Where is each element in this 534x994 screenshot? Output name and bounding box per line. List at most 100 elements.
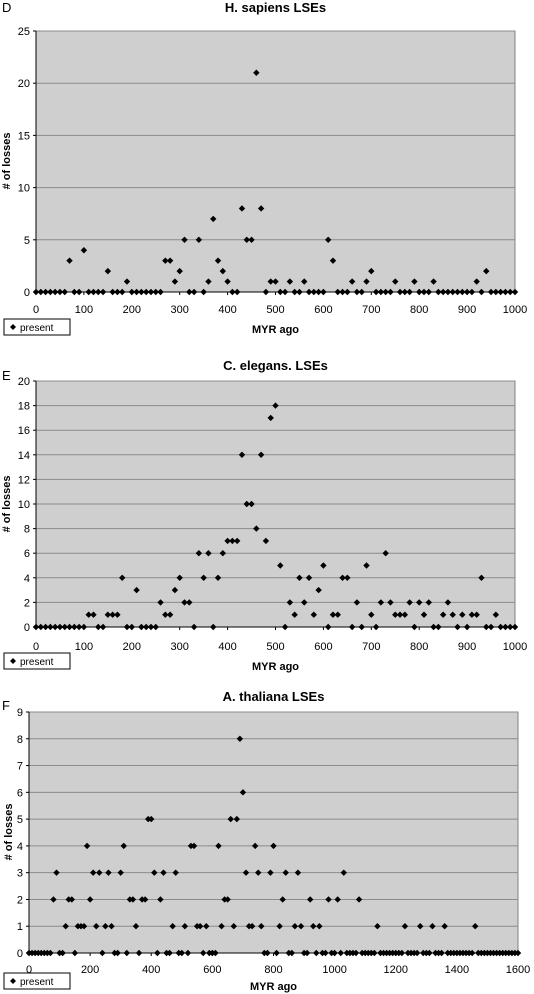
data-point (80, 923, 88, 930)
data-point (239, 789, 247, 796)
data-point (325, 896, 332, 903)
data-point (99, 949, 106, 957)
data-point (205, 550, 212, 557)
y-tick-label: 4 (17, 841, 23, 853)
data-point (214, 257, 222, 264)
data-point (219, 267, 227, 275)
data-point (119, 288, 126, 296)
data-point (406, 599, 413, 606)
data-point (429, 923, 436, 930)
data-point (224, 278, 231, 285)
data-point (270, 842, 277, 850)
data-point (297, 923, 305, 930)
data-point (267, 278, 274, 285)
data-point (473, 611, 480, 618)
data-point (411, 623, 418, 631)
data-point (123, 278, 131, 285)
data-point (238, 205, 246, 212)
data-point (324, 236, 332, 243)
data-point (251, 842, 259, 850)
data-point (138, 623, 145, 631)
data-point (255, 869, 262, 876)
data-point (454, 623, 461, 631)
data-point (102, 923, 109, 930)
data-point (468, 288, 476, 296)
data-point (281, 623, 289, 631)
data-point (277, 288, 284, 296)
data-point (257, 451, 265, 458)
data-point (353, 599, 361, 606)
y-tick-label: 5 (17, 814, 23, 826)
data-point (253, 525, 260, 532)
data-point (218, 923, 225, 930)
data-point (358, 288, 365, 296)
y-tick-label: 5 (24, 235, 30, 247)
data-point (459, 611, 466, 618)
data-point (468, 949, 476, 957)
data-point (203, 923, 210, 930)
data-point (507, 623, 514, 631)
data-point (184, 949, 192, 957)
data-point (315, 586, 322, 594)
x-tick-label: 600 (203, 964, 221, 976)
data-point (59, 949, 66, 957)
data-point (142, 288, 150, 296)
data-point (398, 949, 406, 957)
data-point (132, 923, 140, 930)
data-point (430, 623, 437, 631)
data-point (62, 923, 69, 930)
data-point (258, 923, 265, 930)
data-point (32, 288, 40, 296)
data-point (401, 288, 409, 296)
chart-title: A. thaliana LSEs (223, 689, 325, 704)
y-tick-label: 0 (24, 287, 30, 299)
x-tick-label: 1600 (506, 964, 530, 976)
data-point (47, 623, 54, 631)
chart-panel-f: 0 1 2 3 4 5 6 7 8 9 0 200 400 600 800 1000 1200 1400 1600 A… (2, 689, 530, 993)
y-tick-label: 20 (18, 78, 30, 90)
data-point (89, 869, 97, 876)
data-point (248, 236, 255, 243)
data-point (353, 288, 361, 296)
data-point (238, 451, 246, 458)
data-point (324, 623, 332, 631)
x-axis-label: MYR ago (252, 324, 299, 336)
data-point (104, 267, 112, 275)
data-point (162, 611, 169, 618)
data-point (99, 288, 107, 296)
data-point (320, 288, 327, 296)
y-tick-label: 12 (18, 474, 30, 486)
data-point (108, 923, 115, 930)
data-point (157, 896, 164, 903)
x-tick-label: 800 (410, 641, 428, 653)
y-tick-label: 9 (17, 707, 23, 719)
data-point (75, 288, 83, 296)
data-point (141, 896, 149, 903)
data-point (205, 278, 212, 285)
data-point (190, 842, 198, 850)
panel-letter: E (2, 368, 11, 383)
data-point (229, 288, 236, 296)
data-point (129, 896, 137, 903)
data-point (224, 896, 231, 903)
data-point (128, 623, 135, 631)
data-point (306, 896, 314, 903)
data-point (152, 623, 159, 631)
x-tick-label: 300 (171, 304, 189, 316)
data-point (166, 257, 174, 264)
data-point (162, 257, 169, 264)
data-point (61, 623, 68, 631)
data-point (483, 623, 490, 631)
data-point (242, 869, 250, 876)
data-point (42, 288, 49, 296)
y-tick-label: 8 (24, 524, 30, 536)
data-point (47, 288, 54, 296)
data-point (233, 537, 241, 545)
x-tick-label: 500 (266, 304, 284, 316)
data-point (502, 288, 509, 296)
data-point (468, 611, 476, 618)
y-tick-label: 0 (17, 948, 23, 960)
data-point (119, 574, 126, 581)
plot-area (28, 711, 519, 954)
data-point (514, 949, 522, 957)
